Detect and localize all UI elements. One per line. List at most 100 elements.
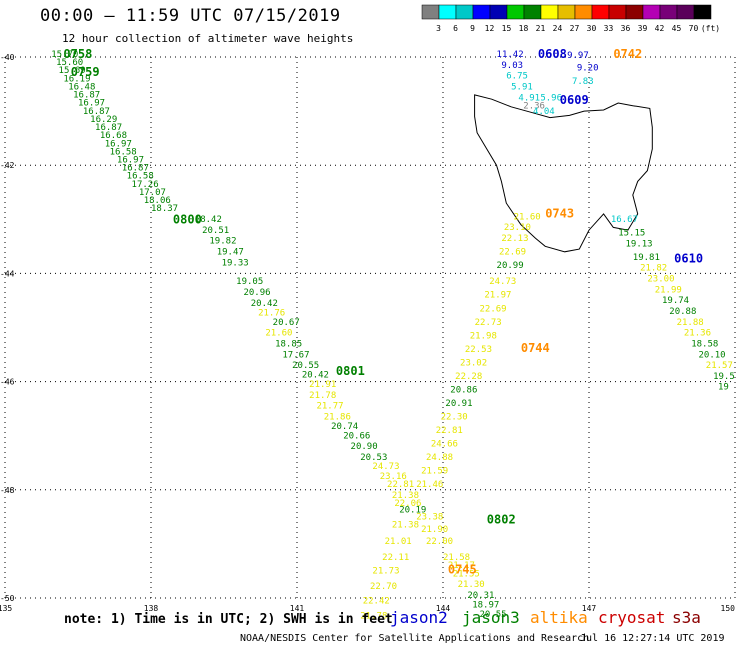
wave-height-label: 16.29 bbox=[90, 115, 117, 125]
wave-height-label: 22.73 bbox=[475, 318, 502, 328]
wave-height-label: 5.96 bbox=[540, 93, 562, 103]
wave-height-label: 17.07 bbox=[139, 188, 166, 198]
wave-height-label: 22.69 bbox=[499, 247, 526, 257]
wave-height-label: 19.5 bbox=[713, 372, 735, 382]
lat-tick-label: -40 bbox=[0, 53, 15, 62]
legend-cryosat: cryosat bbox=[598, 608, 666, 627]
color-scale-legend: 3 6 9 12 15 18 21 24 27 30 33 36 39 42 45 70 (ft) bbox=[421, 4, 720, 33]
wave-height-label: 21.60 bbox=[514, 212, 541, 222]
colorbar-label: 24 bbox=[553, 24, 563, 33]
wave-height-label: 21.98 bbox=[470, 331, 497, 341]
wave-height-label: 16.87 bbox=[95, 123, 122, 133]
colorbar-label: 9 bbox=[470, 24, 475, 33]
wave-height-label: 23.00 bbox=[647, 275, 674, 285]
wave-height-label: 20.19 bbox=[399, 506, 426, 516]
wave-height-label: 22.70 bbox=[370, 582, 397, 592]
wave-height-label: 19.81 bbox=[633, 253, 660, 263]
wave-height-label: 4.91 bbox=[518, 93, 540, 103]
pass-time-label: 0744 bbox=[521, 341, 550, 355]
wave-height-label: 21.91 bbox=[309, 380, 336, 390]
wave-height-label: 24.88 bbox=[426, 453, 453, 463]
wave-height-label: 19.05 bbox=[236, 277, 263, 287]
footer-credit: NOAA/NESDIS Center for Satellite Applica… bbox=[240, 633, 590, 644]
colorbar-label: 36 bbox=[621, 24, 631, 33]
wave-height-label: 22.13 bbox=[501, 234, 528, 244]
wave-height-label: 20.91 bbox=[445, 399, 472, 409]
wave-height-label: 15.69 bbox=[59, 66, 86, 76]
colorbar-label: 21 bbox=[536, 24, 546, 33]
pass-time-label: 0742 bbox=[613, 47, 642, 61]
wave-height-label: 23.16 bbox=[380, 472, 407, 482]
wave-height-label: 16.87 bbox=[83, 107, 110, 117]
wave-height-label: 21.88 bbox=[677, 318, 704, 328]
wave-height-label: 20.86 bbox=[450, 385, 477, 395]
wave-height-label: 22.28 bbox=[455, 372, 482, 382]
wave-height-label: 21.57 bbox=[706, 361, 733, 371]
colorbar-swatch bbox=[693, 4, 712, 20]
wave-height-label: 21.46 bbox=[416, 480, 443, 490]
wave-height-label: 20.67 bbox=[273, 318, 300, 328]
wave-height-label: 20.55 bbox=[480, 610, 507, 620]
wave-height-label: 21.78 bbox=[309, 391, 336, 401]
wave-height-label: 21.59 bbox=[421, 467, 448, 477]
wave-height-label: 21.30 bbox=[458, 580, 485, 590]
wave-height-label: 2.36 bbox=[523, 101, 545, 111]
colorbar-label: 3 bbox=[436, 24, 441, 33]
lon-tick-label: 141 bbox=[290, 604, 305, 613]
wave-height-label: 16.68 bbox=[100, 131, 127, 141]
wave-height-label: 22.42 bbox=[363, 596, 390, 606]
wave-height-label: 18.06 bbox=[144, 196, 171, 206]
legend-s3a: s3a bbox=[672, 608, 701, 627]
legend-jason3: jason3 bbox=[462, 608, 520, 627]
wave-height-label: 21.38 bbox=[392, 491, 419, 501]
wave-height-label: 19.82 bbox=[209, 237, 236, 247]
wave-height-label: 22.53 bbox=[465, 345, 492, 355]
footer-timestamp: Jul 16 12:27:14 UTC 2019 bbox=[580, 633, 725, 644]
lon-tick-label: 147 bbox=[582, 604, 597, 613]
wave-height-label: 6.75 bbox=[506, 72, 528, 82]
wave-height-label: 19 bbox=[718, 383, 729, 393]
colorbar-label: 6 bbox=[453, 24, 458, 33]
wave-height-label: 21.58 bbox=[443, 553, 470, 563]
pass-time-label: 0801 bbox=[336, 364, 365, 378]
colorbar-label: 12 bbox=[485, 24, 495, 33]
wave-height-label: 11.42 bbox=[497, 50, 524, 60]
wave-height-label: 16.87 bbox=[73, 91, 100, 101]
lat-tick-label: -50 bbox=[0, 594, 15, 603]
wave-height-label: 16.58 bbox=[127, 172, 154, 182]
lat-tick-label: -44 bbox=[0, 269, 15, 278]
colorbar-label: 42 bbox=[655, 24, 665, 33]
wave-height-label: 20.42 bbox=[251, 299, 278, 309]
colorbar-label: 27 bbox=[570, 24, 580, 33]
wave-height-label: 23.10 bbox=[504, 223, 531, 233]
wave-height-label: 16.87 bbox=[122, 164, 149, 174]
wave-height-label: 24.73 bbox=[489, 277, 516, 287]
colorbar-label: 30 bbox=[587, 24, 597, 33]
wave-height-label: 16.58 bbox=[110, 147, 137, 157]
pass-time-label: 0759 bbox=[71, 65, 100, 79]
wave-height-label: 15.60 bbox=[56, 58, 83, 68]
wave-height-label: 24.66 bbox=[431, 440, 458, 450]
wave-height-label: 23.02 bbox=[460, 358, 487, 368]
wave-height-label: 23.38 bbox=[416, 513, 443, 523]
wave-height-label: 21.60 bbox=[265, 329, 292, 339]
wave-height-label: 20.53 bbox=[360, 453, 387, 463]
wave-height-label: 16.97 bbox=[105, 139, 132, 149]
wave-height-label: 21.55 bbox=[453, 569, 480, 579]
wave-height-label: 16.67 bbox=[611, 215, 638, 225]
wave-height-label: 19.74 bbox=[662, 296, 689, 306]
wave-height-label: 21.01 bbox=[385, 537, 412, 547]
wave-height-label: 22.69 bbox=[480, 304, 507, 314]
wave-height-label: 16.19 bbox=[63, 74, 90, 84]
wave-height-label: 9.20 bbox=[577, 64, 599, 74]
pass-time-label: 0610 bbox=[674, 252, 703, 266]
wave-height-label: 16.97 bbox=[78, 99, 105, 109]
lon-tick-label: 144 bbox=[436, 604, 451, 613]
wave-height-label: 20.31 bbox=[467, 591, 494, 601]
wave-height-label: 19.47 bbox=[217, 247, 244, 257]
wave-height-label: 21.38 bbox=[392, 521, 419, 531]
colorbar-label: 18 bbox=[519, 24, 529, 33]
wave-height-label: 18.42 bbox=[195, 215, 222, 225]
lat-tick-label: -46 bbox=[0, 378, 15, 387]
